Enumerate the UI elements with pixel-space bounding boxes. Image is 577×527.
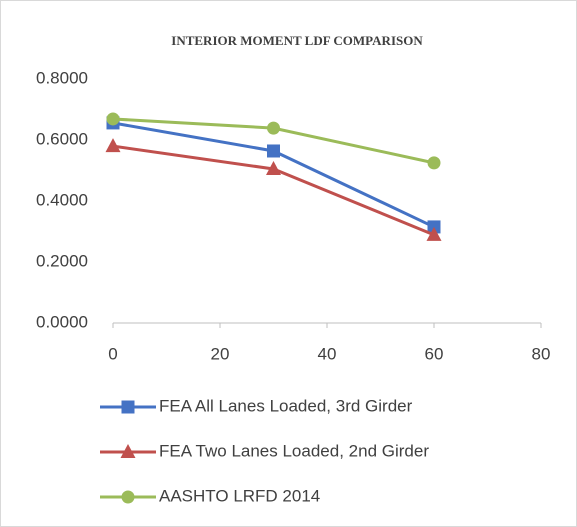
marker [267,121,280,135]
x-tick-label: 60 [425,344,444,363]
marker [121,490,135,504]
marker [426,226,442,241]
y-tick-label: 0.0000 [36,312,88,331]
legend-label: FEA Two Lanes Loaded, 2nd Girder [159,441,429,460]
legend-label: AASHTO LRFD 2014 [159,486,320,505]
y-tick-label: 0.8000 [36,68,88,87]
marker [105,138,121,153]
y-tick-label: 0.4000 [36,190,88,209]
marker [427,156,441,170]
y-tick-label: 0.2000 [36,251,88,270]
x-tick-label: 40 [318,344,337,363]
x-tick-label: 0 [108,344,117,363]
marker [106,112,120,126]
x-tick-label: 20 [211,344,230,363]
y-tick-label: 0.6000 [36,129,88,148]
marker [267,144,280,158]
marker [120,444,136,458]
x-tick-label: 80 [532,344,551,363]
marker [121,400,135,414]
legend-label: FEA All Lanes Loaded, 3rd Girder [159,396,413,415]
chart-title: INTERIOR MOMENT LDF COMPARISON [171,33,423,48]
marker [266,160,281,175]
